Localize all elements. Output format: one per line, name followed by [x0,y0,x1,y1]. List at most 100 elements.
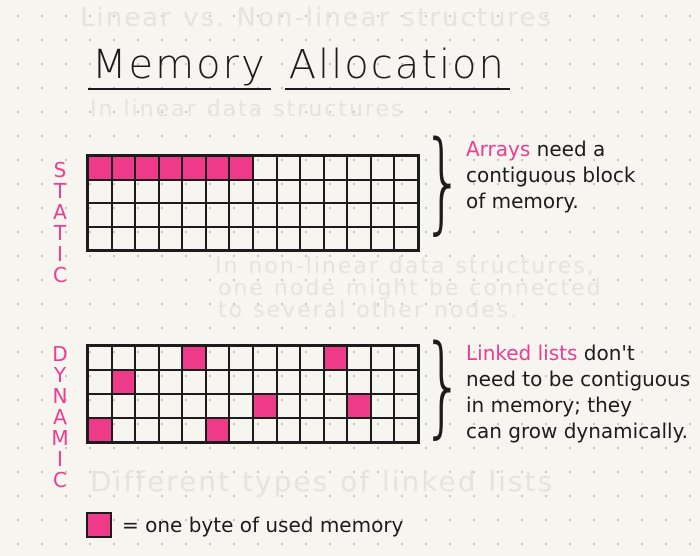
bleed-text: In linear data structures [90,97,405,122]
memory-cell-free [252,418,277,442]
memory-cell-free [323,418,348,442]
memory-cell-used [229,156,253,180]
dynamic-label-letter: Y [53,363,67,387]
memory-cell-free [300,346,324,370]
memory-cell-free [182,418,206,442]
memory-cell-used [252,394,277,418]
memory-cell-free [135,418,159,442]
memory-cell-free [135,226,159,250]
memory-cell-free [276,346,301,370]
memory-cell-free [229,203,253,227]
memory-cell-used [347,394,371,418]
memory-cell-free [394,179,418,203]
memory-cell-free [158,203,183,227]
static-label-letter: C [53,263,67,287]
memory-cell-free [252,179,277,203]
memory-cell-free [135,346,159,370]
static-memory-grid [86,154,420,252]
static-brace: } [422,117,464,245]
memory-cell-free [229,226,253,250]
memory-cell-free [394,418,418,442]
memory-cell-free [323,156,348,180]
memory-cell-free [347,156,371,180]
memory-cell-free [370,226,395,250]
memory-cell-free [323,179,348,203]
memory-cell-free [394,226,418,250]
memory-cell-free [300,394,324,418]
memory-cell-free [135,203,159,227]
memory-cell-free [229,179,253,203]
memory-cell-free [370,370,395,394]
title-word-memory: Memory [88,42,271,90]
dynamic-label-letter: A [53,405,67,429]
memory-cell-free [300,418,324,442]
dynamic-label-letter: D [52,342,68,366]
memory-cell-free [158,370,183,394]
memory-cell-free [158,346,183,370]
memory-cell-free [347,370,371,394]
dynamic-note: Linked lists don't need to be contiguous… [466,340,690,444]
memory-cell-free [252,226,277,250]
memory-cell-used [205,418,230,442]
memory-cell-free [276,394,301,418]
memory-cell-free [158,179,183,203]
memory-cell-free [111,179,136,203]
memory-cell-free [229,370,253,394]
dynamic-label-letter: C [53,468,67,492]
page-title: Memory Allocation [88,42,524,90]
memory-cell-free [347,346,371,370]
memory-cell-free [88,226,112,250]
linked-lists-highlight: Linked lists [466,341,578,365]
memory-cell-used [158,156,183,180]
memory-cell-free [370,179,395,203]
bleed-text: Different types of linked lists [90,465,555,498]
memory-cell-free [300,203,324,227]
bleed-text: Linear vs. Non-linear structures [80,3,554,33]
static-label-letter: T [53,221,67,245]
memory-cell-free [347,418,371,442]
memory-cell-free [394,156,418,180]
memory-cell-free [276,156,301,180]
note-text: need a [530,137,606,161]
static-label-letter: A [53,200,67,224]
memory-cell-free [323,226,348,250]
memory-cell-free [111,226,136,250]
static-label-letter: S [53,158,67,182]
memory-cell-used [88,156,112,180]
memory-cell-used [182,156,206,180]
memory-cell-free [158,394,183,418]
legend-text: = one byte of used memory [122,513,404,537]
memory-cell-used [205,156,230,180]
note-text: in memory; they [466,393,632,417]
memory-cell-free [394,203,418,227]
memory-cell-free [158,226,183,250]
memory-cell-free [300,226,324,250]
memory-cell-free [88,370,112,394]
memory-cell-free [370,418,395,442]
memory-cell-free [229,346,253,370]
note-text: don't [577,341,635,365]
bleed-text: to several other nodes. [218,298,520,323]
memory-cell-free [300,370,324,394]
memory-cell-free [276,203,301,227]
memory-cell-free [276,418,301,442]
memory-cell-free [205,394,230,418]
note-text: contiguous block [466,163,636,187]
memory-cell-free [111,418,136,442]
memory-cell-used [182,346,206,370]
memory-cell-free [347,203,371,227]
memory-cell-free [229,418,253,442]
memory-cell-free [323,203,348,227]
memory-cell-free [276,370,301,394]
memory-cell-used [323,346,348,370]
memory-cell-free [370,156,395,180]
used-memory-swatch [86,512,112,538]
memory-cell-free [347,226,371,250]
memory-cell-used [88,418,112,442]
note-text: of memory. [466,189,579,213]
memory-cell-free [135,370,159,394]
memory-cell-free [252,203,277,227]
memory-cell-free [88,179,112,203]
dynamic-label-letter: M [51,426,69,450]
